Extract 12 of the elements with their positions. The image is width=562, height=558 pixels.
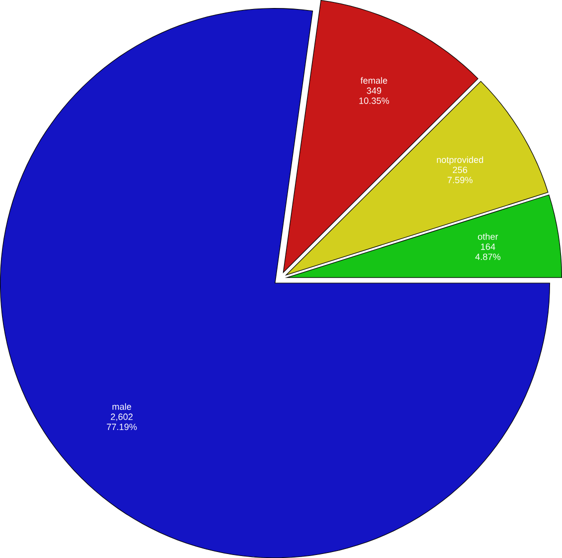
data-label: 256 — [452, 166, 468, 174]
slice-label: male — [112, 403, 132, 410]
slice-label: other — [478, 233, 498, 240]
slice-label: female — [360, 77, 388, 84]
slice-label: notprovided — [436, 156, 484, 165]
data-label: 349 — [366, 87, 382, 94]
text: 7.59% — [448, 176, 473, 184]
data-label: 2,602 — [110, 414, 133, 421]
data-label: 164 — [481, 243, 496, 250]
text: 10.35% — [359, 97, 390, 104]
text: 77.19% — [106, 424, 137, 430]
text: 4.87% — [475, 254, 500, 260]
